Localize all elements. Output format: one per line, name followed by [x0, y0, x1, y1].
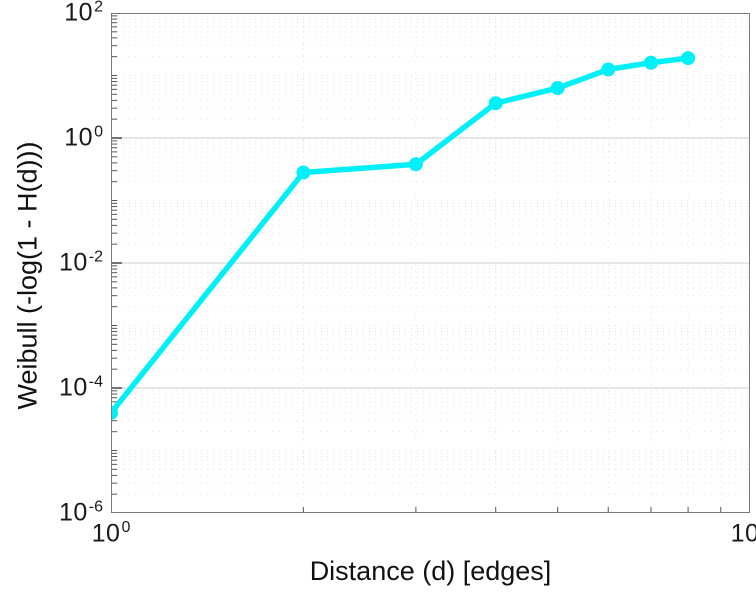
y-tick-mantissa: 10	[58, 248, 88, 277]
x-tick-mantissa: 10	[730, 519, 756, 548]
y-tick-exponent: -2	[88, 248, 103, 266]
data-point	[601, 62, 616, 77]
y-tick-exponent: 0	[94, 123, 103, 141]
x-tick-exponent: 0	[121, 519, 131, 536]
data-point	[550, 81, 565, 96]
x-tick-label: 101	[731, 519, 756, 548]
y-tick-mantissa: 10	[58, 373, 88, 402]
y-tick-label: 10-6	[59, 498, 103, 527]
data-point	[681, 51, 696, 66]
data-point	[111, 405, 118, 420]
data-point	[408, 157, 423, 172]
y-tick-label: 102	[64, 0, 103, 28]
grid-lines	[111, 13, 750, 513]
y-tick-exponent: 2	[94, 0, 103, 16]
y-tick-mantissa: 10	[64, 0, 94, 27]
y-tick-exponent: -4	[88, 373, 103, 391]
y-tick-mantissa: 10	[64, 123, 94, 152]
plot-area	[111, 13, 750, 513]
y-tick-label: 10-4	[59, 373, 103, 402]
data-point	[488, 96, 503, 111]
y-tick-exponent: -6	[88, 498, 103, 516]
y-tick-mantissa: 10	[58, 498, 88, 527]
data-point	[296, 165, 311, 180]
x-tick-mantissa: 10	[91, 519, 121, 548]
data-point	[644, 55, 659, 70]
x-axis-title: Distance (d) [edges]	[309, 556, 552, 586]
y-tick-label: 10-2	[59, 248, 103, 277]
y-tick-label: 100	[64, 123, 103, 152]
y-axis-tick-labels: 102 100 10-2 10-4 10-6	[0, 0, 111, 600]
y-axis-title: Weibull (-log(1 - H(d)))	[12, 141, 43, 410]
x-tick-label: 100	[92, 519, 131, 548]
data-series-Weibull	[111, 51, 696, 420]
